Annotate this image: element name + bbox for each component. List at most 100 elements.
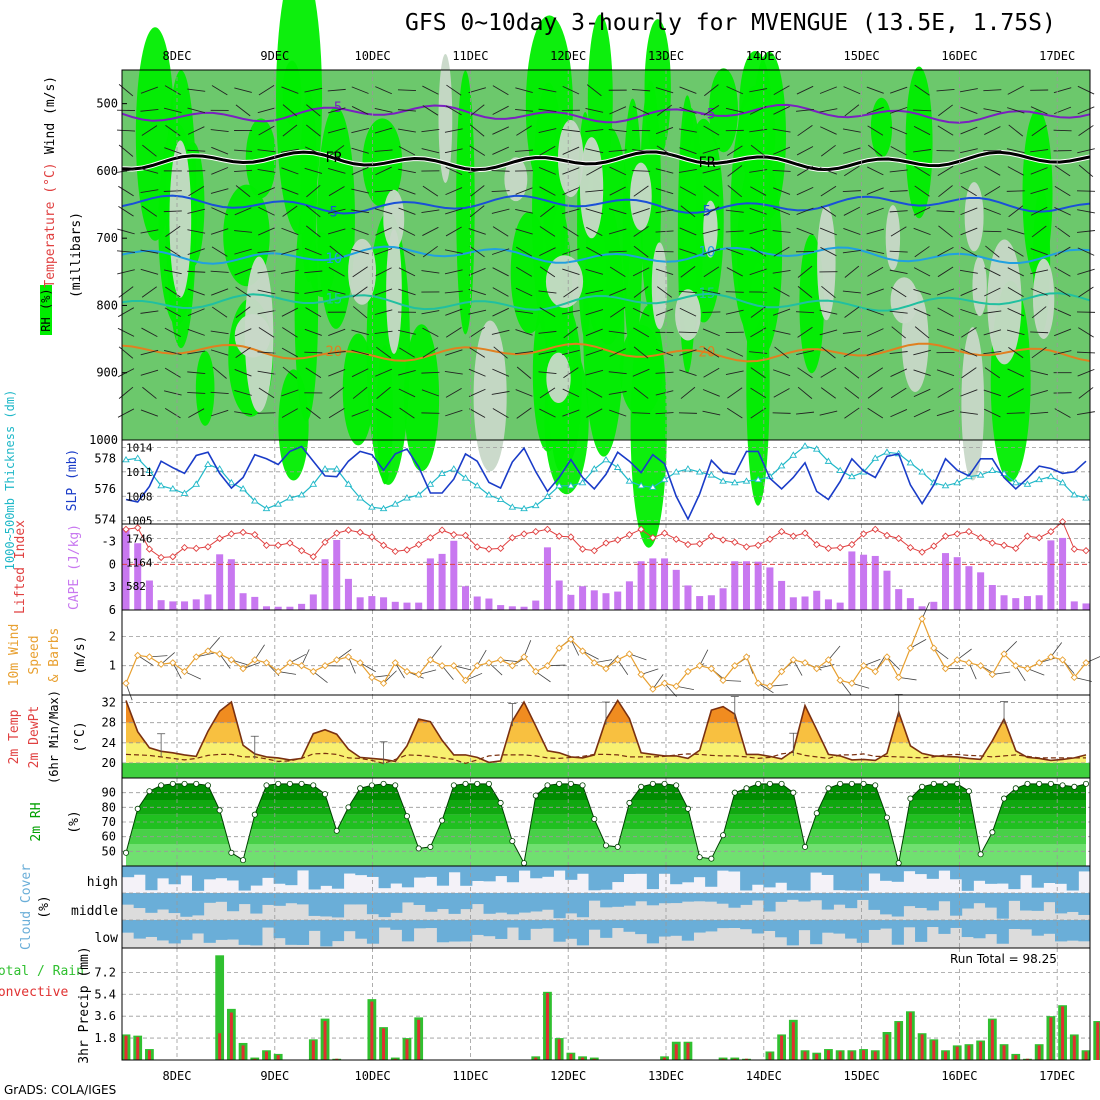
wind-barb	[187, 248, 205, 256]
wind-barb	[1054, 328, 1072, 337]
wind-barb	[1054, 165, 1071, 177]
wind-barb	[889, 169, 908, 173]
precip-convective-bar	[1049, 1017, 1053, 1060]
wind-barb	[821, 346, 836, 359]
thickness-marker	[672, 468, 681, 475]
wind-barb	[866, 228, 885, 235]
wind-barb	[562, 349, 580, 356]
wind-barb	[327, 168, 346, 174]
wind-barb	[936, 88, 955, 92]
rh-moist-region	[737, 85, 776, 183]
wind-barb	[750, 367, 766, 379]
wind-barb	[515, 329, 533, 336]
wind-barb	[257, 250, 276, 253]
wind-barb	[960, 148, 978, 154]
cloud-cover-bar	[296, 920, 310, 945]
wind-barb	[727, 387, 743, 399]
precip-convective-bar	[393, 1058, 397, 1060]
wind-barb	[491, 190, 510, 192]
wind-barb	[890, 106, 908, 114]
cloud-cover-bar	[133, 920, 146, 939]
wind-barb	[680, 266, 696, 278]
wind-barb	[351, 227, 369, 235]
wind-barb	[819, 309, 838, 315]
wind-barb	[609, 288, 627, 296]
cloud-cover-bar	[320, 893, 333, 917]
cloud-cover-bar	[355, 866, 368, 876]
wind-speed-marker	[297, 662, 306, 670]
precip-convective-bar	[815, 1053, 819, 1060]
cloud-cover-bar	[775, 893, 788, 902]
rh-marker	[450, 782, 457, 789]
wind-barb	[538, 330, 557, 334]
surface-wind-barb	[652, 674, 664, 690]
wind-barb	[1030, 188, 1048, 195]
wind-barb	[983, 389, 1002, 397]
cloud-cover-bar	[1066, 893, 1079, 912]
wind-barb	[212, 306, 228, 318]
rh-marker	[427, 843, 434, 850]
wind-barb	[351, 248, 369, 255]
thickness-marker	[274, 500, 282, 507]
cloud-cover-bar	[565, 866, 578, 880]
wind-barb	[585, 148, 604, 154]
wind-barb	[585, 208, 604, 215]
temperature-contour	[121, 194, 1091, 215]
thickness-marker	[461, 474, 470, 481]
lifted-index-marker	[134, 524, 142, 532]
thickness-marker	[637, 481, 645, 489]
rh-dry-region	[885, 205, 901, 271]
cape-bar	[415, 602, 423, 610]
wind-barb	[469, 104, 485, 117]
cape-bar	[1035, 595, 1043, 610]
wind-barb	[773, 287, 790, 297]
wind-barb	[468, 267, 486, 276]
wind-barb	[797, 326, 813, 338]
rh-tick-label: 50	[102, 844, 116, 858]
thickness-marker	[1058, 478, 1067, 486]
cloud-cover-bar	[868, 893, 881, 910]
rh-marker	[158, 782, 165, 789]
thickness-marker	[309, 480, 318, 487]
temp-label-line1: 2m Temp	[7, 709, 22, 764]
wind-barb	[374, 149, 393, 152]
wind-barb	[235, 306, 251, 318]
precip-convective-bar	[581, 1057, 585, 1060]
surface-wind-barb	[851, 682, 870, 689]
wind-barb	[960, 227, 978, 236]
wind-barb	[891, 326, 906, 339]
wind-barb	[538, 167, 556, 175]
wind-barb	[281, 347, 298, 358]
wind-barb	[445, 388, 462, 398]
wind-barb	[867, 166, 884, 176]
wind-barb	[608, 149, 627, 153]
wind-barb	[493, 346, 508, 359]
wind-barb	[1054, 207, 1071, 216]
wind-barb	[844, 104, 860, 117]
wind-speed-marker	[895, 673, 903, 682]
cape-bar	[930, 601, 938, 610]
lifted-index-marker	[520, 530, 528, 538]
wind-barb	[305, 225, 321, 238]
wind-barb	[421, 209, 440, 214]
wind-barb	[984, 267, 1001, 277]
cloud-cover-bar	[331, 920, 345, 942]
cloud-cover-bar	[355, 920, 368, 939]
rh-marker	[392, 782, 399, 789]
wind-barb	[913, 227, 931, 236]
thickness-marker	[356, 494, 364, 501]
cape-bar	[438, 553, 446, 610]
wind-barb	[608, 228, 627, 235]
precip-convective-bar	[557, 1039, 561, 1060]
wind-barb	[796, 411, 815, 415]
cape-bar	[778, 580, 786, 610]
wind-barb	[889, 250, 908, 253]
wind-speed-marker	[625, 650, 634, 658]
precip-convective-bar	[920, 1034, 924, 1060]
cloud-cover-bar	[728, 920, 741, 928]
rh-tick-label: 90	[102, 786, 116, 800]
cloud-cover-bar	[296, 866, 310, 871]
wind-barb	[1007, 307, 1025, 317]
wind-barb	[375, 166, 392, 176]
lifted-index-marker	[742, 543, 751, 551]
